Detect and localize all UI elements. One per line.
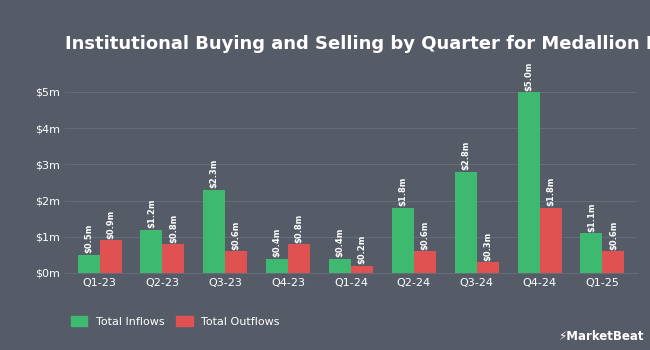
Text: $0.3m: $0.3m <box>483 231 492 261</box>
Text: Institutional Buying and Selling by Quarter for Medallion Financial: Institutional Buying and Selling by Quar… <box>65 35 650 53</box>
Text: $2.8m: $2.8m <box>462 141 470 170</box>
Bar <box>455 172 476 273</box>
Text: $0.4m: $0.4m <box>272 228 281 257</box>
Bar <box>603 251 625 273</box>
Text: $0.9m: $0.9m <box>106 210 115 239</box>
Text: $5.0m: $5.0m <box>524 61 533 91</box>
Bar <box>351 266 373 273</box>
Bar <box>517 92 539 273</box>
Bar <box>203 190 226 273</box>
Text: $2.3m: $2.3m <box>210 159 219 188</box>
Text: $0.6m: $0.6m <box>421 220 430 250</box>
Bar <box>266 259 288 273</box>
Text: $0.8m: $0.8m <box>169 214 178 243</box>
Text: $0.2m: $0.2m <box>358 235 367 264</box>
Bar <box>580 233 603 273</box>
Bar <box>162 244 185 273</box>
Text: $1.1m: $1.1m <box>587 202 596 232</box>
Text: $0.8m: $0.8m <box>294 214 304 243</box>
Text: $1.8m: $1.8m <box>398 177 408 206</box>
Text: $0.5m: $0.5m <box>84 224 93 253</box>
Text: $1.2m: $1.2m <box>147 198 156 228</box>
Bar <box>392 208 414 273</box>
Text: ⚡MarketBeat: ⚡MarketBeat <box>558 330 644 343</box>
Bar <box>77 255 99 273</box>
Bar <box>140 230 162 273</box>
Bar <box>99 240 122 273</box>
Text: $0.6m: $0.6m <box>232 220 240 250</box>
Text: $0.6m: $0.6m <box>609 220 618 250</box>
Text: $0.4m: $0.4m <box>335 228 345 257</box>
Bar <box>540 208 562 273</box>
Bar <box>476 262 499 273</box>
Bar <box>414 251 436 273</box>
Bar <box>288 244 310 273</box>
Bar <box>329 259 351 273</box>
Legend: Total Inflows, Total Outflows: Total Inflows, Total Outflows <box>71 316 280 327</box>
Bar <box>226 251 247 273</box>
Text: $1.8m: $1.8m <box>546 177 555 206</box>
